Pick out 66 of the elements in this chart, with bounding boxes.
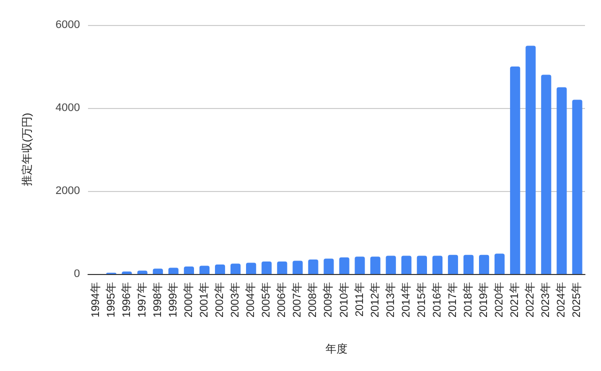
bar (416, 256, 427, 274)
bar (572, 100, 582, 274)
x-tick-label: 1999年 (167, 282, 180, 318)
bar (370, 256, 380, 274)
x-tick-label: 2011年 (354, 282, 366, 317)
x-tick-label: 2001年 (198, 282, 210, 318)
x-tick-label: 2019年 (478, 282, 490, 318)
bar (292, 260, 303, 274)
x-tick-label: 2003年 (230, 282, 242, 318)
x-tick-label: 2007年 (292, 282, 304, 318)
x-tick-label: 2012年 (369, 282, 382, 318)
bar (246, 262, 256, 274)
bar (308, 259, 318, 274)
bar (168, 268, 178, 274)
x-tick-label: 2009年 (322, 282, 335, 318)
x-tick-label: 2000年 (182, 282, 195, 318)
x-tick-label: 2004年 (245, 282, 258, 318)
bar (556, 87, 567, 274)
x-tick-label: 2023年 (540, 282, 552, 318)
x-tick-label: 1995年 (105, 282, 118, 318)
bar (526, 46, 536, 274)
y-tick-label: 0 (74, 268, 80, 280)
x-tick-label: 2021年 (509, 282, 522, 318)
bar (541, 74, 552, 274)
x-tick-label: 1996年 (120, 282, 133, 318)
bar (214, 264, 226, 274)
x-tick-label: 2018年 (462, 282, 475, 318)
y-axis-title: 推定年収(万円) (20, 112, 34, 186)
x-tick-label: 2025年 (571, 282, 584, 318)
bar (277, 262, 288, 274)
x-axis-title: 年度 (326, 342, 348, 356)
x-tick-label: 2017年 (446, 282, 459, 318)
x-tick-label: 2016年 (431, 282, 444, 318)
bar (152, 268, 163, 274)
bar (510, 66, 520, 274)
y-tick-label: 6000 (56, 19, 80, 31)
x-tick-label: 1994年 (90, 282, 102, 318)
bar (432, 256, 442, 274)
bar (494, 254, 505, 274)
x-tick-label: 2010年 (338, 282, 350, 318)
bar (339, 257, 350, 274)
x-tick-label: 2020年 (494, 282, 506, 318)
bar (354, 256, 365, 274)
x-tick-label: 2005年 (260, 282, 273, 318)
bar (230, 264, 241, 274)
x-tick-label: 1997年 (136, 282, 148, 318)
bar (262, 262, 272, 274)
x-tick-label: 1998年 (152, 282, 164, 318)
x-tick-label: 2002年 (214, 282, 226, 318)
x-tick-label: 2015年 (416, 282, 428, 318)
bar (324, 258, 334, 274)
bar (448, 254, 458, 274)
x-tick-label: 2006年 (276, 282, 288, 318)
y-tick-label: 2000 (56, 185, 80, 197)
bar (386, 256, 396, 274)
bar (479, 254, 490, 274)
bar (184, 266, 194, 274)
x-tick-label: 2008年 (307, 282, 320, 318)
bar (199, 266, 210, 274)
bar (463, 254, 474, 274)
y-tick-label: 4000 (56, 102, 80, 114)
x-tick-label: 2014年 (400, 282, 412, 318)
bar (401, 256, 412, 274)
x-tick-label: 2022年 (524, 282, 537, 318)
x-tick-label: 2024年 (556, 282, 568, 318)
x-tick-label: 2013年 (384, 282, 397, 318)
